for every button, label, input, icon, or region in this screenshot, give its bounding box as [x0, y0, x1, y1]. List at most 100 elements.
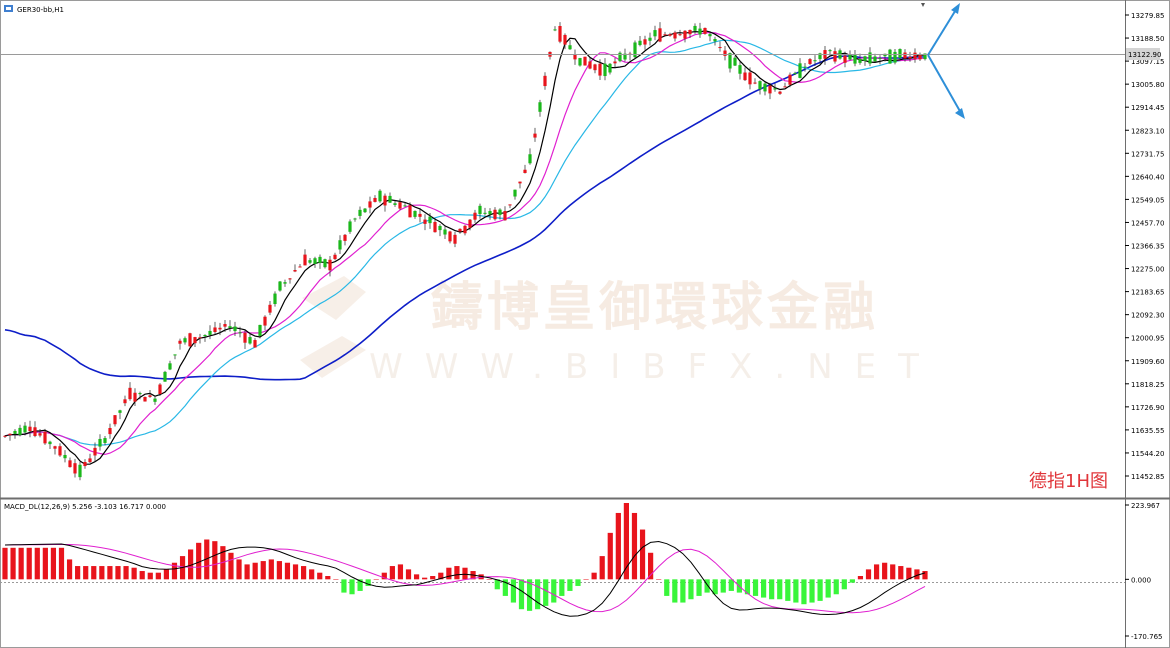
- macd-bar-positive: [18, 547, 24, 580]
- macd-bar-positive: [422, 577, 428, 580]
- macd-bar-positive: [155, 572, 161, 580]
- candle-down: [898, 49, 902, 58]
- current-price-tag: [1126, 48, 1160, 60]
- macd-bar-positive: [58, 547, 65, 580]
- candle-down: [853, 54, 857, 64]
- forecast-down-arrow: [927, 54, 962, 114]
- macd-bar-negative: [712, 579, 718, 595]
- candle-up: [663, 34, 667, 36]
- macd-bar-positive: [631, 512, 638, 580]
- candle-up: [268, 304, 272, 313]
- ma-long-path: [4, 55, 925, 381]
- macd-bar-positive: [309, 569, 315, 580]
- macd-bar-positive: [99, 566, 105, 580]
- candle-down: [698, 28, 702, 35]
- candle-down: [478, 205, 482, 215]
- macd-bar-positive: [325, 576, 331, 580]
- candle-up: [908, 56, 912, 59]
- macd-bar-positive: [147, 572, 153, 580]
- candle-up: [33, 427, 37, 437]
- macd-bar-positive: [66, 559, 73, 580]
- price-tick-label: 11544.20: [1131, 450, 1164, 458]
- price-tick-label: 13188.50: [1131, 35, 1164, 43]
- macd-main-path: [4, 540, 926, 617]
- candle-down: [13, 430, 17, 434]
- macd-bar-negative: [744, 579, 751, 595]
- candle-down: [528, 154, 532, 164]
- macd-bar-negative: [760, 579, 767, 598]
- macd-bar-negative: [672, 579, 678, 603]
- candle-down: [538, 102, 542, 112]
- macd-bar-negative: [535, 579, 541, 610]
- candle-up: [53, 446, 57, 449]
- candle-down: [798, 63, 802, 78]
- candle-up: [218, 327, 222, 330]
- macd-bar-negative: [841, 579, 847, 590]
- price-tick-label: 11635.55: [1131, 427, 1164, 435]
- price-tick-label: 12275.00: [1131, 266, 1164, 274]
- candle-up: [843, 55, 847, 63]
- macd-bar-positive: [276, 561, 282, 580]
- macd-bar-negative: [817, 579, 823, 601]
- candle-up: [518, 181, 522, 184]
- candle-down: [618, 52, 622, 62]
- macd-bar-positive: [83, 566, 89, 580]
- macd-bar-negative: [720, 579, 726, 593]
- price-tick-label: 11452.85: [1131, 473, 1164, 481]
- candle-down: [323, 259, 327, 268]
- price-tick-label: 12549.05: [1131, 196, 1164, 204]
- candle-up: [643, 39, 647, 45]
- price-axis: 13279.85 13188.50 13097.15 13005.80 12914.45…: [1125, 12, 1164, 481]
- macd-bar-positive: [413, 574, 420, 580]
- macd-bar-positive: [244, 564, 250, 580]
- candle-down: [758, 81, 762, 90]
- macd-bar-negative: [349, 579, 355, 595]
- price-tick-label: 12640.40: [1131, 173, 1164, 181]
- macd-bar-positive: [607, 532, 613, 580]
- candle-up: [303, 254, 307, 266]
- macd-title: MACD_DL(12,26,9) 5.256 -3.103 16.717 0.0…: [4, 503, 166, 511]
- macd-bar-positive: [75, 566, 81, 580]
- chart-shift-marker[interactable]: [921, 3, 925, 7]
- macd-bar-negative: [664, 579, 670, 596]
- macd-bar-positive: [898, 566, 904, 580]
- macd-bar-positive: [873, 564, 880, 580]
- candle-down: [203, 334, 207, 337]
- candle-up: [408, 205, 412, 218]
- candle-up: [263, 316, 267, 326]
- candle-down: [803, 66, 807, 68]
- macd-bar-positive: [317, 572, 323, 580]
- candle-up: [198, 337, 202, 339]
- candle-up: [463, 225, 467, 234]
- candle-up: [783, 86, 787, 88]
- price-tick-label: 12183.65: [1131, 289, 1164, 297]
- candle-up: [658, 28, 662, 42]
- macd-bar-negative: [769, 579, 775, 600]
- candle-down: [483, 212, 487, 214]
- candle-up: [68, 460, 72, 468]
- macd-bar-positive: [865, 569, 872, 580]
- candle-up: [373, 197, 377, 202]
- macd-bar-negative: [849, 579, 855, 583]
- candle-down: [773, 88, 777, 90]
- candle-down: [873, 56, 877, 62]
- candle-down: [848, 54, 852, 60]
- candle-down: [633, 42, 637, 58]
- candle-up: [253, 340, 257, 348]
- macd-bar-negative: [494, 579, 500, 590]
- price-tick-label: 13279.85: [1131, 12, 1164, 20]
- candle-up: [668, 34, 672, 36]
- macd-bar-positive: [882, 562, 888, 580]
- macd-bar-positive: [196, 542, 202, 580]
- candle-up: [808, 59, 812, 64]
- macd-bar-negative: [365, 579, 371, 586]
- candle-up: [493, 209, 497, 220]
- macd-bar-negative: [704, 579, 710, 593]
- candle-down: [603, 63, 607, 77]
- macd-bar-negative: [510, 579, 517, 603]
- macd-bar-negative: [793, 579, 799, 603]
- macd-bar-negative: [801, 579, 807, 605]
- macd-bar-negative: [680, 579, 686, 603]
- candle-up: [918, 54, 922, 60]
